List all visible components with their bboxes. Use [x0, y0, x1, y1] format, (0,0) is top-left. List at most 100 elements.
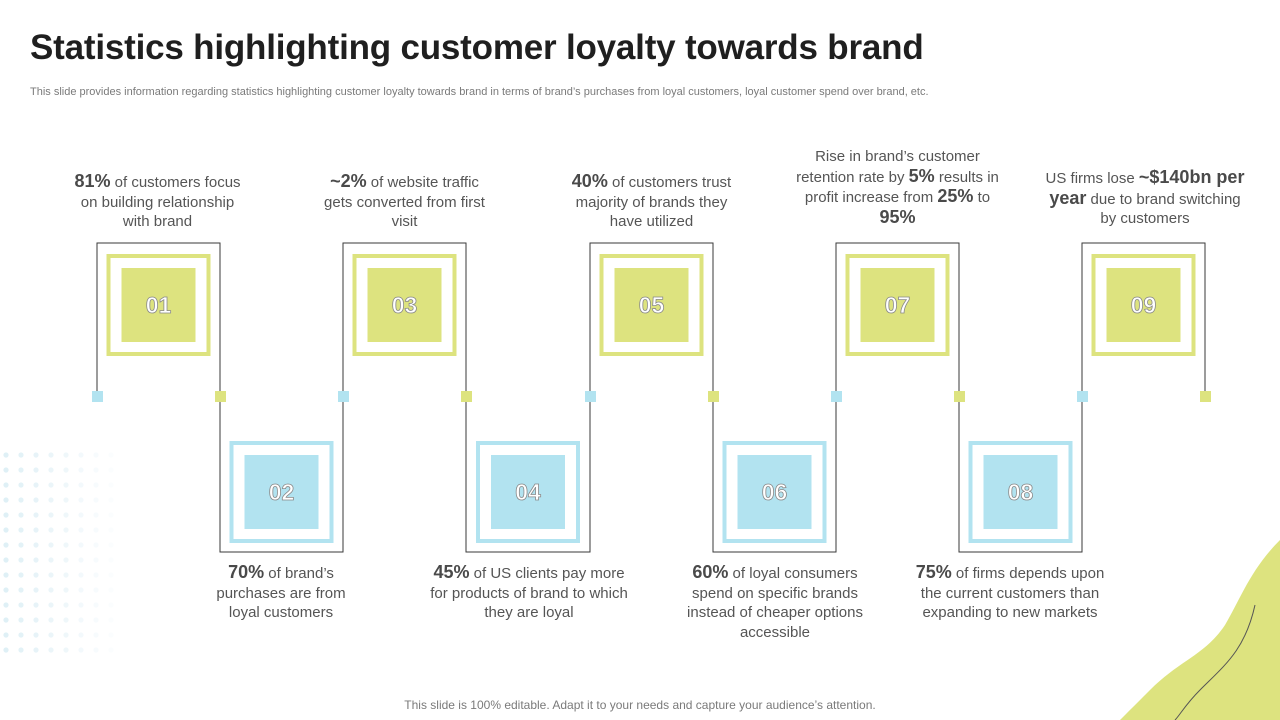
step-square	[1106, 268, 1181, 342]
pattern-dot	[48, 467, 54, 473]
pattern-dot	[78, 512, 84, 518]
stat-text-02: 70% of brand’s purchases are from loyal …	[200, 562, 362, 623]
junction-marker	[461, 391, 472, 402]
connector-line	[96, 242, 221, 397]
pattern-dot	[33, 602, 39, 608]
pattern-dot	[33, 512, 39, 518]
step-08: 08	[958, 397, 1083, 553]
pattern-dot	[3, 467, 9, 473]
pattern-dot	[108, 647, 114, 653]
stat-text-05: 40% of customers trust majority of brand…	[560, 171, 743, 232]
pattern-dot	[93, 512, 99, 518]
footer-note: This slide is 100% editable. Adapt it to…	[404, 698, 876, 712]
stat-text-07: Rise in brand’s customer retention rate …	[795, 147, 1000, 228]
junction-marker	[1077, 391, 1088, 402]
step-number: 02	[269, 479, 295, 505]
pattern-dot	[108, 542, 114, 548]
junction-marker	[708, 391, 719, 402]
pattern-dot	[108, 452, 114, 458]
step-01: 01	[96, 242, 221, 397]
pattern-dot	[33, 617, 39, 623]
junction-marker	[954, 391, 965, 402]
pattern-dot	[78, 557, 84, 563]
pattern-dot	[3, 482, 9, 488]
stat-text-01: 81% of customers focus on building relat…	[70, 171, 245, 232]
pattern-dot	[18, 527, 24, 533]
pattern-dot	[108, 602, 114, 608]
stat-text-06: 60% of loyal consumers spend on specific…	[680, 562, 870, 642]
page-title: Statistics highlighting customer loyalty…	[30, 28, 924, 67]
pattern-dot	[63, 542, 69, 548]
stat-highlight: 5%	[908, 165, 935, 186]
connector-line	[219, 397, 344, 553]
pattern-dot	[33, 632, 39, 638]
pattern-dot	[33, 467, 39, 473]
pattern-dot	[78, 542, 84, 548]
pattern-dot	[93, 587, 99, 593]
pattern-dot	[63, 587, 69, 593]
pattern-dot	[63, 527, 69, 533]
stat-text-03: ~2% of website traffic gets converted fr…	[322, 171, 487, 232]
pattern-dot	[48, 482, 54, 488]
pattern-dot	[3, 452, 9, 458]
step-number: 01	[146, 292, 172, 318]
pattern-dot	[108, 527, 114, 533]
pattern-dot	[48, 572, 54, 578]
pattern-dot	[93, 572, 99, 578]
stat-text-09: US firms lose ~$140bn per year due to br…	[1045, 167, 1245, 229]
pattern-dot	[48, 647, 54, 653]
pattern-dot	[93, 557, 99, 563]
pattern-dot	[78, 572, 84, 578]
pattern-dot	[48, 527, 54, 533]
stat-phrase: to	[973, 189, 991, 206]
pattern-dot	[33, 482, 39, 488]
pattern-dot	[63, 602, 69, 608]
pattern-dot	[63, 482, 69, 488]
step-square	[983, 455, 1058, 529]
pattern-dot	[108, 587, 114, 593]
stat-highlight: ~$140bn per year	[1049, 167, 1245, 208]
pattern-dot	[33, 452, 39, 458]
pattern-dot	[108, 572, 114, 578]
pattern-dot	[63, 512, 69, 518]
stat-phrase: of US clients pay more for products of b…	[430, 565, 628, 621]
step-square	[121, 268, 196, 342]
pattern-dot	[33, 572, 39, 578]
step-square	[367, 268, 442, 342]
step-05: 05	[589, 242, 714, 397]
stat-phrase: due to brand switching by customers	[1086, 190, 1241, 228]
pattern-dot	[3, 617, 9, 623]
pattern-dot	[78, 647, 84, 653]
stat-phrase: of customers trust majority of brands th…	[575, 174, 732, 230]
pattern-dot	[108, 497, 114, 503]
pattern-dot	[3, 557, 9, 563]
pattern-dot	[33, 527, 39, 533]
connector-line	[712, 397, 837, 553]
pattern-dot	[18, 467, 24, 473]
pattern-dot	[48, 632, 54, 638]
pattern-dot	[33, 542, 39, 548]
pattern-dot	[18, 557, 24, 563]
step-square	[860, 268, 935, 342]
stat-text-04: 45% of US clients pay more for products …	[428, 562, 630, 623]
pattern-dot	[63, 452, 69, 458]
step-number: 05	[639, 292, 665, 318]
pattern-dot	[93, 467, 99, 473]
pattern-dot	[48, 587, 54, 593]
pattern-dot	[48, 497, 54, 503]
pattern-dot	[48, 452, 54, 458]
connector-line	[835, 242, 960, 397]
pattern-dot	[33, 557, 39, 563]
stat-highlight: ~2%	[330, 171, 367, 191]
pattern-dot	[48, 602, 54, 608]
stat-phrase: Rise in brand’s customer retention rate …	[796, 148, 980, 186]
step-number: 03	[392, 292, 418, 318]
stat-text-08: 75% of firms depends upon the current cu…	[905, 562, 1115, 623]
pattern-dot	[3, 632, 9, 638]
pattern-dot	[63, 572, 69, 578]
pattern-dot	[93, 482, 99, 488]
pattern-dot	[63, 497, 69, 503]
step-04: 04	[465, 397, 591, 553]
pattern-dot	[78, 497, 84, 503]
pattern-dot	[63, 557, 69, 563]
